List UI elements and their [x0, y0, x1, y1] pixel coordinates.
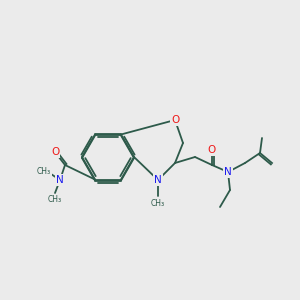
Text: O: O [208, 145, 216, 155]
Text: CH₃: CH₃ [37, 167, 51, 176]
Text: CH₃: CH₃ [48, 196, 62, 205]
Text: O: O [51, 147, 59, 157]
Text: O: O [171, 115, 179, 125]
Text: CH₃: CH₃ [151, 199, 165, 208]
Text: N: N [154, 175, 162, 185]
Text: N: N [56, 175, 64, 185]
Text: N: N [224, 167, 232, 177]
